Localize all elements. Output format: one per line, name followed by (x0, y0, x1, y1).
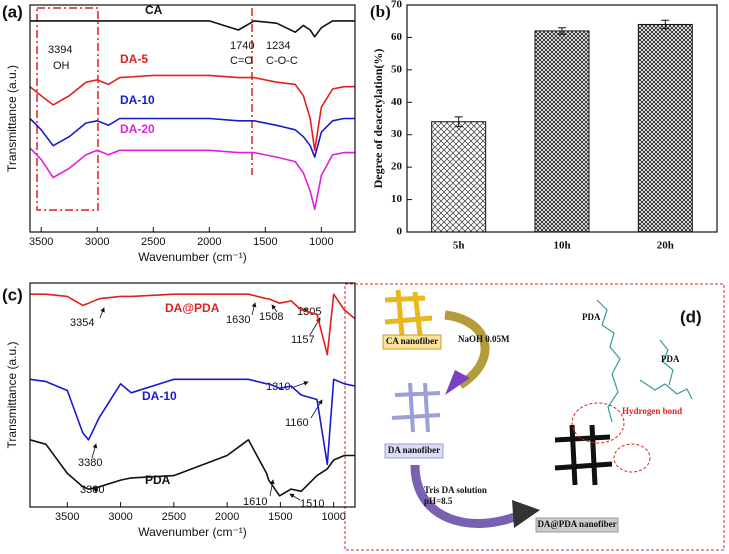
annotation: 1157 (291, 334, 315, 346)
annotation: 1508 (259, 311, 283, 323)
diagram-label: NaOH 0.05M (458, 334, 510, 344)
annotation: OH (53, 60, 70, 72)
arrow (410, 464, 522, 528)
spectrum (29, 117, 355, 158)
plot-frame (406, 4, 718, 233)
highlight-box (36, 7, 99, 211)
y-axis-label: Degree of deacetylation(%) (371, 49, 385, 189)
x-tick-label: 3500 (29, 236, 53, 248)
label-box (535, 517, 619, 533)
annotation: 1740 (230, 40, 254, 52)
annotation: C=O (230, 55, 253, 67)
diagram-label: PDA (661, 354, 680, 364)
series-label: DA-5 (120, 52, 148, 66)
annotation: 3394 (48, 44, 72, 56)
pda-molecule (596, 299, 693, 423)
series-label: DA-20 (120, 122, 155, 136)
panel-label: (c) (2, 285, 23, 304)
x-tick-label: 1500 (253, 236, 277, 248)
annotation: 1630 (226, 314, 250, 326)
x-tick-label: 5h (453, 240, 465, 252)
label-box (384, 443, 444, 459)
annotation: 3354 (70, 317, 94, 329)
plot-frame (29, 282, 356, 508)
spectrum (30, 293, 356, 356)
annotation: C-O-C (266, 55, 298, 67)
annotation: 1510 (300, 498, 324, 510)
annotation: 1610 (243, 496, 267, 508)
y-tick-label: 10 (391, 193, 403, 205)
x-tick-label: 10h (553, 240, 570, 252)
x-tick-label: 2500 (141, 236, 165, 248)
diagram-label: Hydrogen bond (622, 406, 682, 416)
y-tick-label: 20 (391, 161, 403, 173)
spectrum (30, 20, 355, 38)
annotation: 3380 (78, 457, 102, 469)
series-label: DA@PDA (165, 301, 220, 315)
x-tick-label: 2000 (215, 511, 239, 523)
hbond-ellipse (613, 443, 651, 473)
x-tick-label: 3500 (55, 511, 79, 523)
arrow-head (445, 370, 470, 395)
hbond-ellipse (571, 402, 625, 444)
y-axis-label: Transmittance (a.u.) (5, 65, 19, 172)
y-tick-label: 0 (397, 226, 403, 238)
error-bar (558, 27, 566, 35)
x-tick-label: 2500 (162, 511, 186, 523)
annotation: 1160 (285, 417, 309, 429)
diagram-label: pH=8.5 (424, 496, 453, 506)
y-axis-label: Transmittance (a.u.) (5, 342, 19, 449)
x-tick-label: 3000 (108, 511, 132, 523)
y-tick-label: 30 (391, 128, 403, 140)
x-tick-label: 1000 (321, 511, 345, 523)
series-label: CA (145, 3, 163, 17)
x-axis-label: Wavenumber (cm⁻¹) (138, 250, 247, 264)
panel-label: (a) (2, 2, 23, 21)
x-tick-label: 1500 (268, 511, 292, 523)
spectrum (29, 439, 355, 497)
error-bar (661, 19, 670, 30)
diagram-label: CA nanofiber (386, 336, 438, 346)
diagram-label: DA@PDA nanofiber (537, 519, 616, 529)
bar (431, 121, 487, 233)
spectrum (29, 147, 355, 211)
spectrum (29, 74, 355, 152)
arrow-head (512, 500, 540, 528)
diagram-frame (344, 283, 725, 551)
y-tick-label: 70 (391, 0, 403, 11)
da-fiber (391, 382, 441, 433)
x-tick-label: 3000 (85, 236, 109, 248)
panel-label: (d) (680, 307, 702, 326)
diagram-label: PDA (582, 312, 601, 322)
diagram: (d) CA nanofiber NaOH 0.05M DA nanofiber… (344, 283, 725, 551)
ca-fiber (384, 289, 433, 336)
bar (534, 30, 590, 233)
x-tick-label: 1000 (309, 236, 333, 248)
label-box (382, 334, 442, 350)
x-tick-label: 20h (657, 240, 674, 252)
bar (637, 23, 693, 233)
plot-frame (29, 4, 356, 233)
error-bar (454, 116, 463, 128)
annotations (91, 302, 323, 501)
x-axis-label: Wavenumber (cm⁻¹) (138, 525, 247, 539)
diagram-label: DA nanofiber (388, 445, 440, 455)
y-tick-label: 50 (391, 63, 403, 75)
series-label: DA-10 (142, 389, 177, 403)
x-tick-label: 2000 (197, 236, 221, 248)
diagram-label: Tris DA solution (424, 485, 487, 495)
annotation: 1234 (266, 40, 290, 52)
arrow (444, 310, 490, 389)
spectrum (29, 378, 356, 466)
y-tick-label: 60 (391, 31, 403, 43)
panel-label: (b) (370, 2, 391, 21)
y-tick-label: 40 (391, 96, 403, 108)
dapda-fiber (554, 424, 613, 486)
series-label: DA-10 (120, 93, 155, 107)
